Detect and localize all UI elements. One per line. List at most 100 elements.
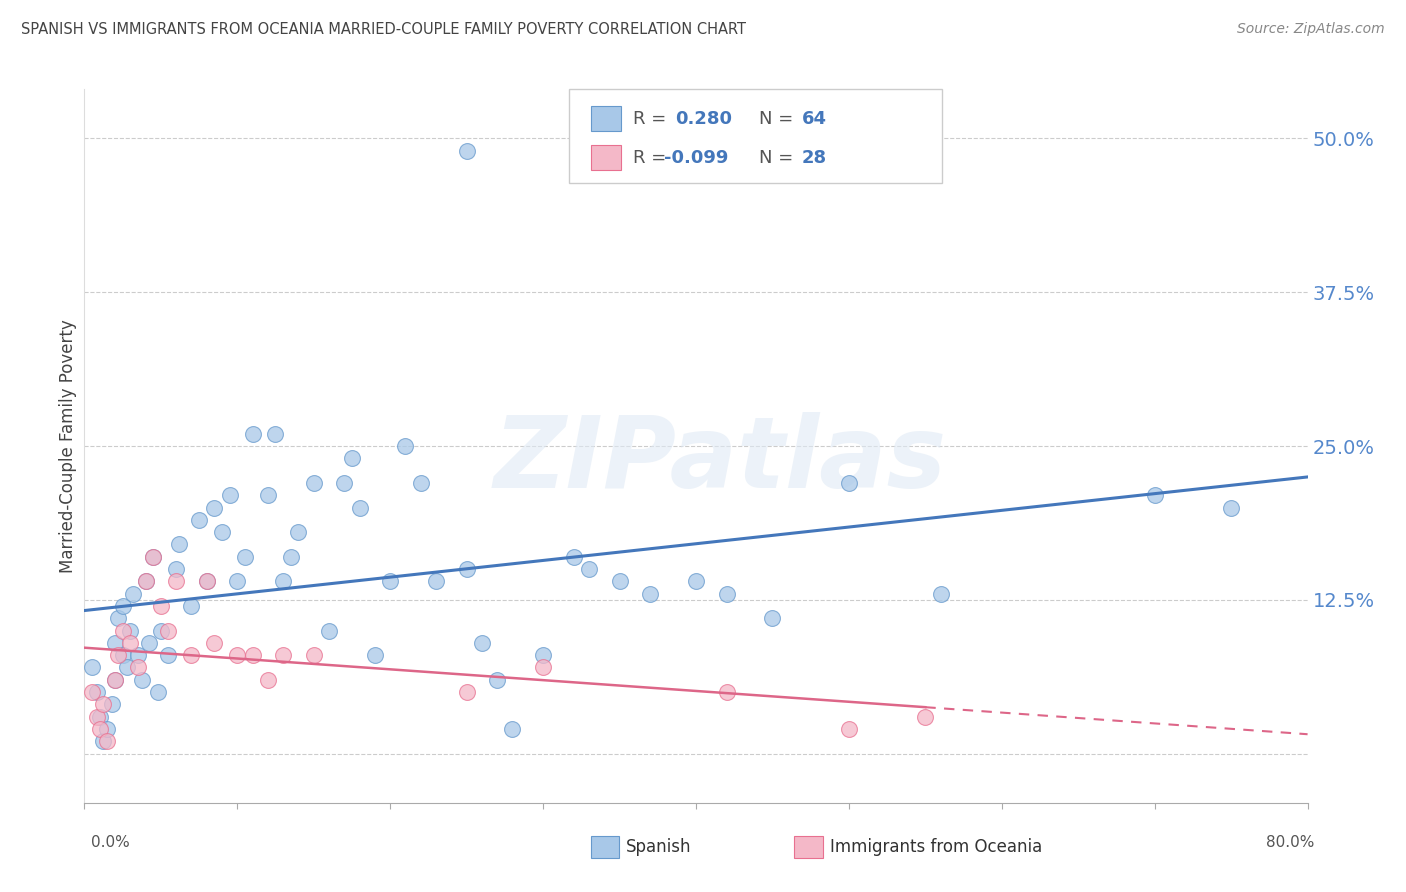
Point: [456, 562, 478, 576]
Point: [195, 574, 218, 589]
Text: SPANISH VS IMMIGRANTS FROM OCEANIA MARRIED-COUPLE FAMILY POVERTY CORRELATION CHA: SPANISH VS IMMIGRANTS FROM OCEANIA MARRI…: [21, 22, 747, 37]
Point: [149, 624, 172, 638]
Point: [120, 636, 142, 650]
Point: [157, 648, 180, 662]
Point: [111, 648, 134, 662]
Point: [264, 426, 287, 441]
Point: [425, 574, 447, 589]
Point: [111, 599, 134, 613]
Point: [211, 525, 233, 540]
Point: [761, 611, 783, 625]
Point: [91, 734, 114, 748]
Point: [135, 574, 157, 589]
Point: [409, 475, 432, 490]
Point: [149, 599, 172, 613]
Point: [333, 475, 356, 490]
Point: [115, 660, 138, 674]
Point: [226, 648, 249, 662]
Point: [96, 722, 118, 736]
Point: [257, 488, 280, 502]
Text: -0.099: -0.099: [664, 149, 728, 167]
Point: [107, 611, 129, 625]
Point: [380, 574, 402, 589]
Point: [242, 648, 264, 662]
Point: [638, 587, 661, 601]
Point: [157, 624, 180, 638]
Point: [929, 587, 952, 601]
Point: [86, 685, 108, 699]
Point: [531, 648, 554, 662]
Point: [127, 660, 149, 674]
Y-axis label: Married-Couple Family Poverty: Married-Couple Family Poverty: [59, 319, 77, 573]
Point: [104, 636, 127, 650]
Point: [167, 537, 190, 551]
Point: [202, 500, 225, 515]
Point: [609, 574, 631, 589]
Point: [188, 513, 211, 527]
Point: [280, 549, 302, 564]
Text: R =: R =: [633, 110, 672, 128]
Point: [146, 685, 169, 699]
Point: [104, 673, 127, 687]
Point: [471, 636, 494, 650]
Point: [257, 673, 280, 687]
Point: [302, 648, 325, 662]
Text: Source: ZipAtlas.com: Source: ZipAtlas.com: [1237, 22, 1385, 37]
Text: 80.0%: 80.0%: [1267, 836, 1315, 850]
Point: [271, 648, 294, 662]
Point: [142, 549, 165, 564]
Point: [271, 574, 294, 589]
Point: [914, 709, 936, 723]
Point: [127, 648, 149, 662]
Point: [1220, 500, 1243, 515]
Point: [242, 426, 264, 441]
Point: [104, 673, 127, 687]
Point: [531, 660, 554, 674]
Text: 28: 28: [801, 149, 827, 167]
Text: Spanish: Spanish: [626, 838, 692, 856]
Text: 0.0%: 0.0%: [91, 836, 131, 850]
Point: [86, 709, 108, 723]
Text: ZIPatlas: ZIPatlas: [494, 412, 948, 508]
Text: 0.280: 0.280: [675, 110, 733, 128]
Point: [89, 709, 111, 723]
Point: [96, 734, 118, 748]
Point: [138, 636, 160, 650]
Point: [218, 488, 240, 502]
Point: [456, 144, 478, 158]
Point: [349, 500, 371, 515]
Point: [101, 698, 124, 712]
Text: Immigrants from Oceania: Immigrants from Oceania: [830, 838, 1042, 856]
Point: [716, 685, 738, 699]
Point: [195, 574, 218, 589]
Point: [91, 698, 114, 712]
Point: [562, 549, 585, 564]
Point: [226, 574, 249, 589]
Point: [838, 722, 860, 736]
Point: [180, 599, 202, 613]
Point: [318, 624, 340, 638]
Point: [135, 574, 157, 589]
Point: [340, 451, 363, 466]
Point: [180, 648, 202, 662]
Text: R =: R =: [633, 149, 672, 167]
Point: [716, 587, 738, 601]
Point: [202, 636, 225, 650]
Point: [502, 722, 524, 736]
Point: [80, 685, 103, 699]
Point: [122, 587, 145, 601]
Point: [685, 574, 707, 589]
Point: [142, 549, 165, 564]
Point: [486, 673, 509, 687]
Point: [302, 475, 325, 490]
Point: [120, 624, 142, 638]
Point: [233, 549, 256, 564]
Point: [131, 673, 153, 687]
Point: [165, 562, 187, 576]
Point: [394, 439, 416, 453]
Point: [456, 685, 478, 699]
Point: [107, 648, 129, 662]
Point: [364, 648, 387, 662]
Point: [838, 475, 860, 490]
Point: [80, 660, 103, 674]
